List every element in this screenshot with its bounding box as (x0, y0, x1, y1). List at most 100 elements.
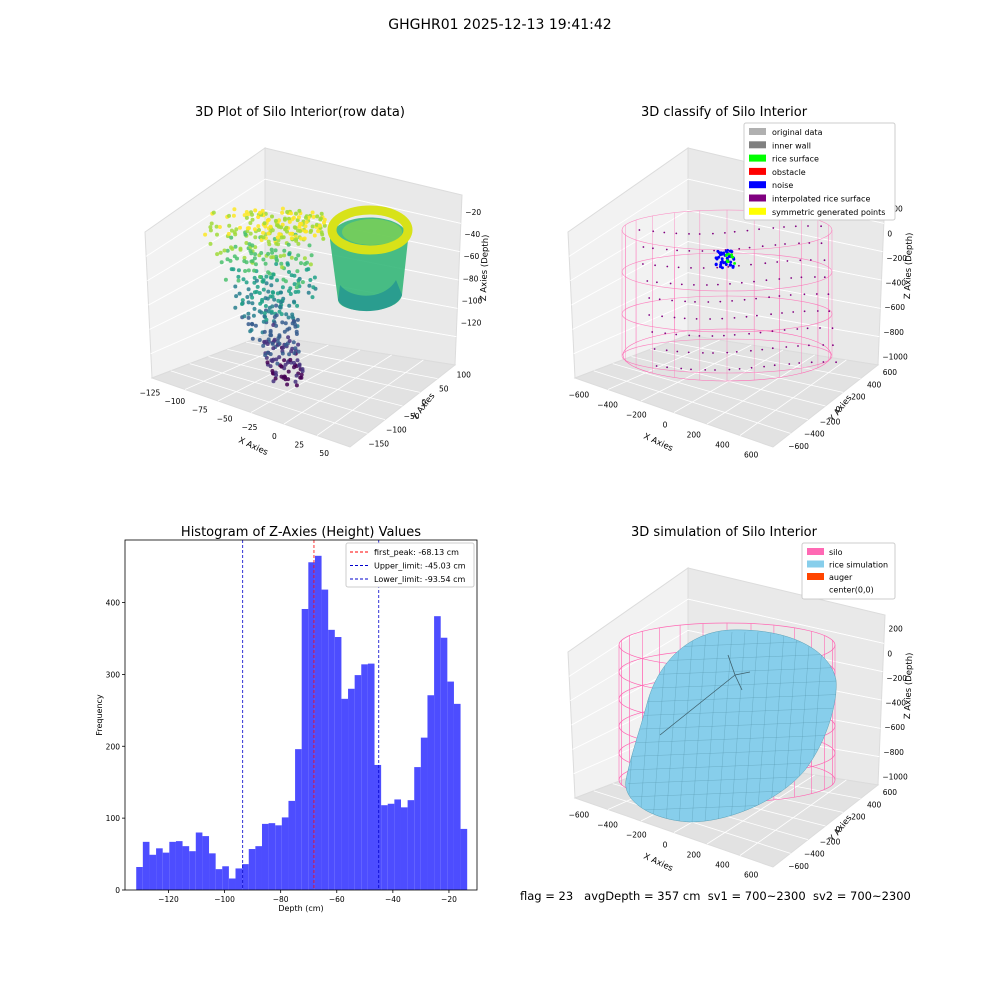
data-point (287, 352, 292, 357)
x-tick-label: −200 (626, 830, 647, 839)
interpolated-point (735, 351, 738, 353)
interpolated-point (740, 281, 743, 284)
histogram-bar (182, 846, 190, 890)
x-tick-labels: −600 −400 −200 0 200 400 600 (569, 810, 759, 879)
interpolated-point (726, 351, 729, 354)
status-footer: flag = 23 avgDepth = 357 cm sv1 = 700~23… (520, 889, 911, 903)
data-point (272, 315, 277, 319)
data-point (287, 339, 292, 343)
data-point (275, 235, 280, 240)
interpolated-point (823, 259, 826, 262)
data-point (299, 372, 304, 377)
data-point (214, 224, 219, 229)
data-point (295, 303, 300, 308)
data-point (284, 225, 289, 230)
data-point (269, 247, 274, 252)
avg-depth-text: avgDepth = 357 cm (584, 889, 701, 903)
interpolated-point (680, 283, 683, 286)
x-ticks: −120 −100 −80 −60 −40 −20 (158, 890, 457, 904)
data-point (308, 278, 313, 282)
interpolated-point (763, 365, 765, 368)
interpolated-point (831, 327, 834, 330)
rice-body-shade (338, 280, 402, 312)
x-tick-label: −200 (626, 410, 647, 419)
data-point (208, 228, 213, 233)
x-tick-label: −60 (329, 895, 345, 904)
histogram-bar (242, 864, 249, 890)
data-point (272, 297, 277, 302)
histogram-bar (295, 749, 302, 890)
data-point (296, 349, 301, 354)
histogram-bar (440, 637, 448, 890)
data-point (222, 248, 227, 253)
data-point (269, 283, 274, 288)
data-point (262, 311, 267, 316)
data-point (246, 322, 251, 327)
histogram-bar (308, 562, 315, 890)
data-point (270, 341, 275, 346)
panel-classify: 3D classify of Silo Interior −600 −400 −20… (567, 105, 915, 459)
data-point (293, 324, 298, 329)
data-point (252, 268, 257, 273)
surface-mesh-line (678, 631, 694, 822)
legend-label: inner wall (772, 141, 811, 150)
reference-lines (242, 540, 380, 890)
data-point (289, 236, 294, 241)
interpolated-point (799, 259, 802, 262)
data-point (286, 315, 291, 320)
data-point (281, 345, 286, 350)
data-point (274, 323, 279, 328)
data-point (295, 358, 300, 363)
y-tick-label: 100 (457, 371, 472, 380)
data-point (256, 224, 261, 229)
interpolated-point (771, 347, 774, 350)
data-point (292, 299, 296, 304)
z-tick-label: −200 (886, 254, 907, 263)
x-axis-label: X Axies (237, 436, 270, 459)
data-point (314, 222, 319, 227)
legend-swatch (807, 573, 824, 580)
data-point (219, 260, 224, 265)
legend-swatch (749, 128, 766, 135)
data-point (271, 290, 276, 295)
legend-label: center(0,0) (829, 586, 874, 595)
interpolated-point (677, 266, 680, 269)
legend-label: auger (829, 573, 853, 582)
data-point (294, 373, 299, 378)
data-point (300, 280, 305, 285)
data-point (293, 225, 298, 230)
interpolated-point (816, 310, 819, 312)
data-point (229, 235, 234, 240)
surface-mesh-line (769, 631, 785, 822)
data-point (261, 235, 266, 240)
data-point (297, 208, 302, 213)
data-point (263, 353, 268, 358)
data-point (309, 253, 314, 258)
data-point (289, 211, 293, 216)
rice-surface-point (726, 260, 730, 263)
interpolated-point (746, 229, 749, 232)
grid-line (687, 209, 883, 253)
data-point (250, 217, 255, 222)
interpolated-point (648, 297, 651, 299)
data-point (299, 221, 304, 226)
z-tick-label: −600 (884, 723, 905, 732)
z-tick-label: 0 (887, 649, 892, 658)
data-point (251, 313, 256, 318)
data-point (242, 255, 247, 260)
histogram-bar (156, 848, 163, 890)
interpolated-point (714, 369, 716, 371)
interpolated-point (690, 368, 692, 371)
x-tick-label: −600 (569, 810, 590, 819)
grid-line (687, 303, 880, 338)
data-point (287, 252, 292, 257)
y-tick-label: −150 (368, 439, 389, 448)
data-point (245, 229, 250, 234)
data-point (237, 291, 242, 296)
interpolated-point (690, 267, 692, 269)
interpolated-point (786, 260, 789, 262)
data-point (271, 272, 276, 277)
data-point (273, 248, 278, 253)
data-point (236, 268, 241, 273)
legend-label: Upper_limit: -45.03 cm (374, 562, 466, 571)
